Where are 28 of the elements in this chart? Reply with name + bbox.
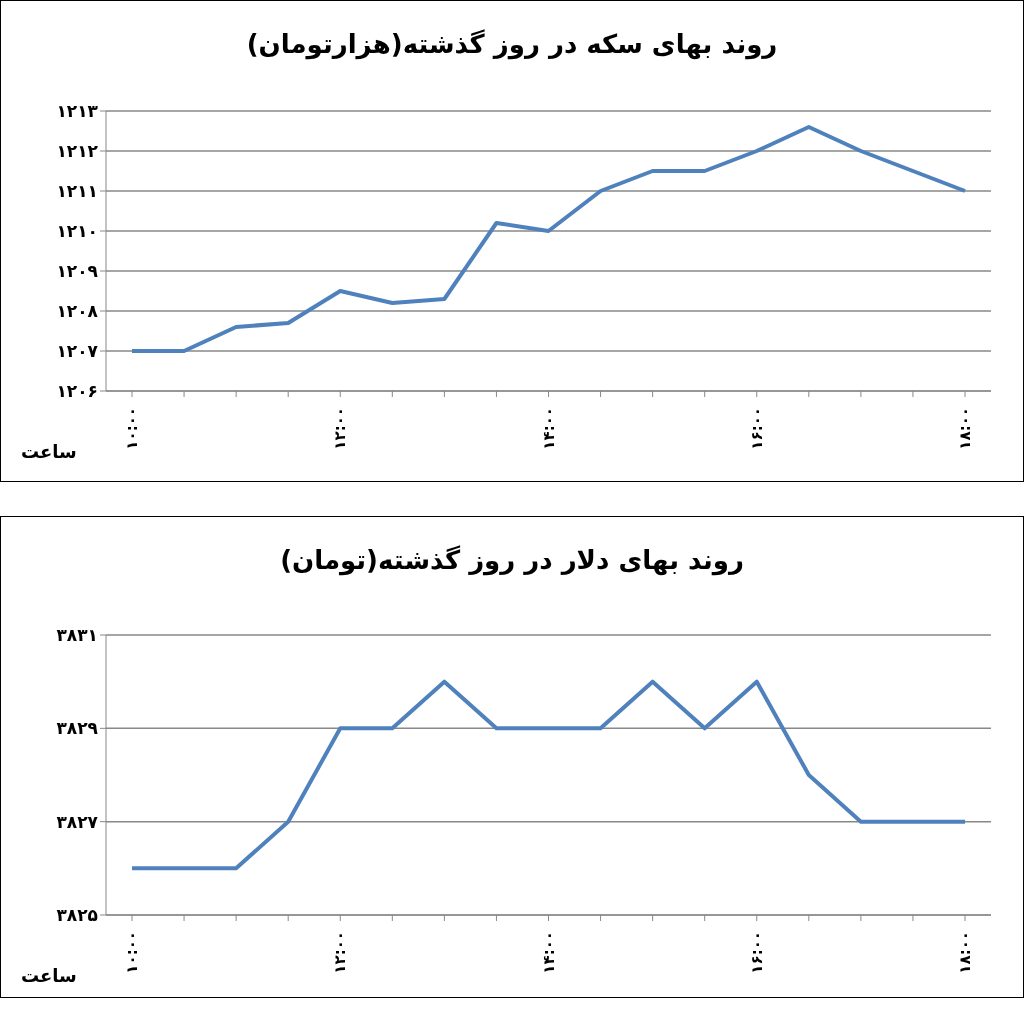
y-tick-label: ۱۲۰۷ [56,341,99,362]
y-tick-label: ۳۸۲۹ [56,718,99,739]
x-axis-title: ساعت [21,965,77,986]
y-tick-label: ۱۲۰۹ [56,261,99,282]
x-tick-label: ۱۸:۰۰ [956,407,974,450]
line-series [130,679,967,871]
y-tick-label: ۱۲۱۱ [56,181,98,202]
x-tick-label: ۱۸:۰۰ [956,931,974,974]
x-tick-label: ۱۴:۰۰ [539,931,558,974]
chart-title: روند بهای سکه در روز گذشته(هزارتومان) [245,29,779,59]
y-tick-label: ۱۲۰۶ [56,381,98,402]
y-tick-label: ۱۲۰۸ [56,301,99,322]
x-tick-label: ۱۶:۰۰ [747,407,766,450]
x-tick-label: ۱۰:۰۰ [123,407,141,450]
y-tick-label: ۱۲۱۰ [56,221,98,242]
x-tick-label: ۱۰:۰۰ [123,931,141,974]
x-tick-label: ۱۲:۰۰ [331,407,350,450]
y-tick-label: ۱۲۱۲ [56,141,99,162]
line-series [130,125,967,353]
x-tick-label: ۱۲:۰۰ [331,931,350,974]
y-tick-label: ۱۲۱۳ [56,101,99,122]
y-tick-label: ۳۸۲۷ [56,811,99,832]
x-tick-label: ۱۶:۰۰ [747,931,766,974]
y-tick-label: ۳۸۳۱ [56,625,98,646]
x-axis-title: ساعت [21,441,77,462]
x-tick-label: ۱۴:۰۰ [539,407,558,450]
chart-title: روند بهای دلار در روز گذشته(تومان) [279,545,745,575]
y-tick-label: ۳۸۲۵ [56,905,98,926]
